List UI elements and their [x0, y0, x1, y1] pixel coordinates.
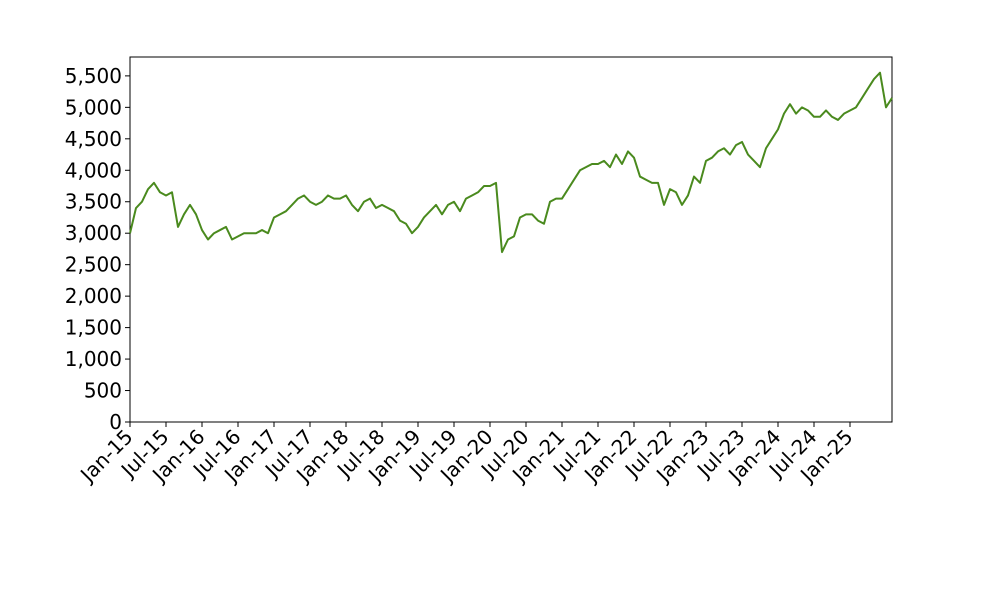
y-tick-label: 3,000	[65, 221, 122, 245]
y-tick-label: 500	[84, 379, 122, 403]
y-tick-label: 1,500	[65, 316, 122, 340]
y-tick-label: 3,500	[65, 190, 122, 214]
y-tick-label: 4,000	[65, 158, 122, 182]
y-tick-label: 4,500	[65, 127, 122, 151]
plot-frame	[129, 56, 893, 423]
y-tick-label: 0	[109, 410, 122, 434]
y-tick-label: 2,000	[65, 284, 122, 308]
y-tick-label: 2,500	[65, 253, 122, 277]
line	[129, 71, 893, 254]
y-tick-label: 1,000	[65, 347, 122, 371]
y-tick-label: 5,000	[65, 95, 122, 119]
y-tick-label: 5,500	[65, 64, 122, 88]
